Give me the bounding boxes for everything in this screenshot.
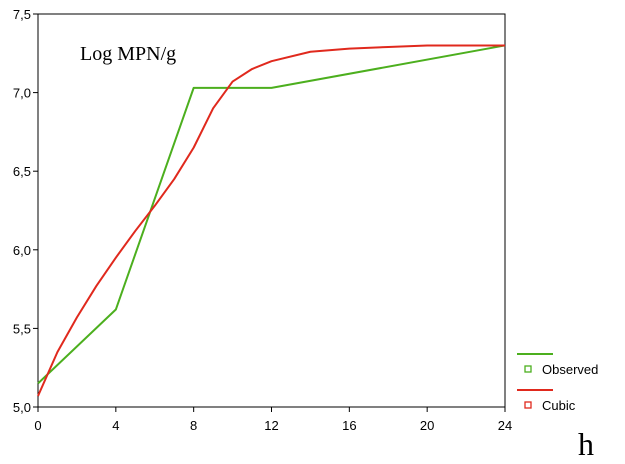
plot-frame [37, 13, 506, 408]
x-tick-label: 0 [34, 418, 41, 433]
x-tick-label: 20 [420, 418, 434, 433]
legend-cubic-marker [524, 401, 532, 409]
x-tick-label: 4 [112, 418, 119, 433]
x-axis-ticks: 0 4 8 12 16 20 24 [34, 407, 512, 433]
y-tick-label: 6,0 [13, 243, 31, 258]
series-line-observed [37, 44, 506, 385]
x-tick-label: 8 [190, 418, 197, 433]
legend-observed-label: Observed [542, 362, 598, 377]
legend-cubic-label: Cubic [542, 398, 576, 413]
y-tick-label: 5,5 [13, 321, 31, 336]
y-tick-label: 5,0 [13, 400, 31, 415]
legend-observed-marker [524, 365, 532, 373]
x-tick-label: 12 [264, 418, 278, 433]
y-axis-ticks: 5,0 5,5 6,0 6,5 7,0 7,5 [13, 7, 38, 415]
legend: Observed Cubic [517, 353, 598, 413]
y-tick-label: 7,5 [13, 7, 31, 22]
y-tick-label: 6,5 [13, 164, 31, 179]
series-line-cubic [37, 44, 505, 397]
x-tick-label: 16 [342, 418, 356, 433]
x-tick-label: 24 [498, 418, 512, 433]
chart-annotation: Log MPN/g [80, 43, 176, 65]
series-layer [37, 44, 506, 397]
y-tick-label: 7,0 [13, 86, 31, 101]
x-axis-label: h [578, 426, 594, 462]
